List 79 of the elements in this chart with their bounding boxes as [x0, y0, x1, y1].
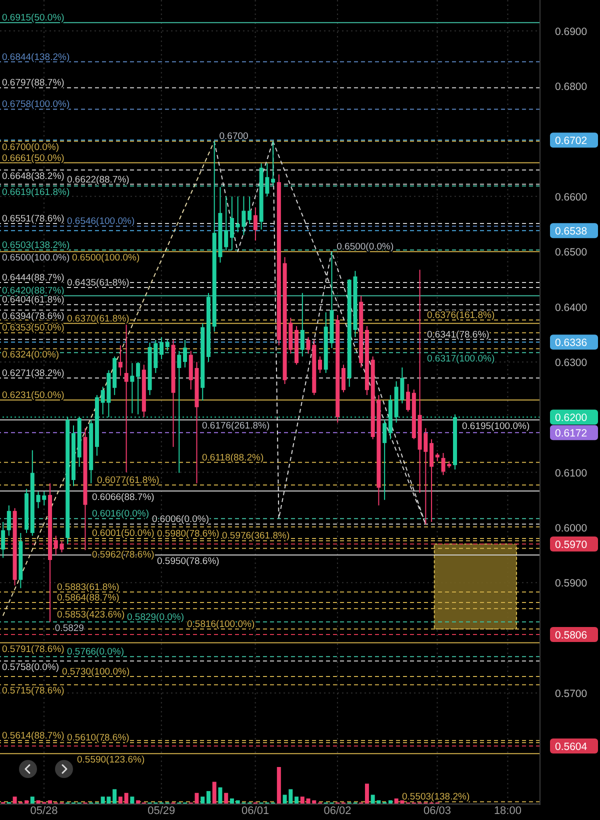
ref-line-label: 0.5980(78.6%): [157, 528, 220, 540]
ref-line-label: 0.6844(138.2%): [2, 52, 70, 63]
ref-line-label: 0.6271(38.2%): [2, 368, 64, 379]
ref-line-label: 0.5853(423.6%): [57, 610, 125, 621]
ref-line-label: 0.5864(88.7%): [57, 592, 120, 604]
ref-line-label: 0.5976(361.8%): [222, 530, 290, 542]
x-tick-label: 06/02: [324, 804, 352, 817]
ref-line-label: 0.6016(0.0%): [92, 508, 150, 520]
x-tick-label: 18:00: [494, 804, 522, 817]
ref-line-label: 0.6006(0.0%): [152, 514, 210, 526]
x-tick-label: 05/28: [30, 804, 58, 817]
y-tick-label: 0.5700: [555, 688, 588, 700]
y-tick-label: 0.6702: [555, 135, 588, 148]
ref-line-label: 0.6551(78.6%): [2, 213, 64, 224]
ref-line-label: 0.5829(0.0%): [127, 612, 184, 623]
ref-line-label: 0.6118(88.2%): [202, 452, 264, 464]
ref-line-label: 0.6420(88.7%): [2, 286, 64, 297]
ref-line-label: 0.5766(0.0%): [67, 646, 124, 658]
ref-line-label: 0.5503(138.2%): [402, 792, 470, 803]
y-tick-label: 0.6400: [555, 302, 588, 314]
y-tick-label: 0.6600: [555, 191, 588, 204]
y-tick-label: 0.5970: [555, 539, 588, 552]
ref-line-label: 0.6700(0.0%): [2, 142, 60, 154]
ref-line-label: 0.6500(100.0%): [72, 252, 140, 264]
y-tick-label: 0.6100: [555, 467, 588, 480]
ref-line-label: 0.6404(61.8%): [2, 294, 64, 306]
x-tick-label: 06/01: [242, 804, 270, 817]
ref-line-label: 0.6324(0.0%): [2, 350, 60, 361]
ref-line-label: 0.6317(100.0%): [427, 354, 495, 365]
ref-line-label: 0.5715(78.6%): [2, 686, 64, 697]
ref-line-label: 0.6370(61.8%): [67, 313, 130, 324]
ref-line-label: 0.5590(123.6%): [77, 754, 145, 766]
annotation: 0.6700: [219, 131, 248, 142]
ref-line-label: 0.6376(161.8%): [427, 310, 495, 322]
ref-line-label: 0.6341(78.6%): [427, 329, 490, 340]
y-tick-label: 0.5806: [555, 630, 588, 642]
annotation: 0.6500(0.0%): [336, 242, 394, 253]
ref-line-label: 0.5791(78.6%): [2, 644, 64, 655]
ref-line-label: 0.6915(50.0%): [2, 12, 64, 24]
ref-line-label: 0.5610(78.6%): [67, 732, 130, 744]
ref-line-label: 0.5816(100.0%): [187, 618, 255, 630]
y-tick-label: 0.6800: [555, 81, 588, 94]
y-tick-label: 0.6336: [555, 337, 588, 350]
y-tick-label: 0.5604: [555, 740, 588, 753]
ref-line-label: 0.6503(138.2%): [2, 240, 70, 251]
ref-line-label: 0.6353(50.0%): [2, 322, 64, 334]
y-tick-label: 0.6300: [555, 356, 588, 369]
annotation: 0.6176(261.8%): [202, 420, 270, 432]
x-tick-label: 05/29: [148, 804, 176, 817]
y-tick-label: 0.6172: [555, 428, 588, 440]
ref-line-label: 0.6394(78.6%): [2, 311, 64, 322]
ref-line-label: 0.6066(88.7%): [92, 492, 154, 504]
ref-line-label: 0.6619(161.8%): [2, 186, 70, 198]
y-tick-label: 0.6000: [555, 522, 588, 534]
ref-line-label: 0.6648(38.2%): [2, 170, 64, 182]
ref-line-label: 0.6444(88.7%): [2, 272, 64, 284]
ref-line-label: 0.6195(100.0%): [462, 420, 530, 432]
ref-line-label: 0.6546(100.0%): [67, 216, 135, 228]
ref-line-label: 0.6758(100.0%): [2, 99, 70, 110]
ref-line-label: 0.5758(0.0%): [2, 662, 60, 673]
ref-line-label: 0.5730(100.0%): [62, 666, 130, 678]
ref-line-label: 0.5950(78.6%): [157, 556, 220, 568]
ref-line-label: 0.6435(61.8%): [67, 277, 130, 288]
annotation: 0.5829: [54, 622, 84, 634]
annotation: 0.6500(100.0%): [2, 252, 70, 264]
ref-line-label: 0.6077(61.8%): [97, 474, 160, 486]
y-tick-label: 0.5900: [555, 578, 588, 590]
y-tick-label: 0.6900: [555, 26, 588, 38]
ref-line-label: 0.6001(50.0%): [92, 528, 154, 539]
ref-line-label: 0.5614(88.7%): [2, 730, 64, 742]
ref-line-label: 0.5883(61.8%): [57, 582, 120, 594]
y-tick-label: 0.6500: [555, 246, 588, 259]
ref-line-label: 0.6231(50.0%): [2, 390, 64, 402]
ref-line-label: 0.6797(88.7%): [2, 78, 64, 89]
y-tick-label: 0.6538: [555, 226, 588, 238]
x-tick-label: 06/03: [424, 804, 452, 817]
y-tick-label: 0.6200: [555, 412, 588, 424]
ref-line-label: 0.6622(88.7%): [67, 174, 130, 186]
ref-line-label: 0.6661(50.0%): [2, 152, 64, 164]
